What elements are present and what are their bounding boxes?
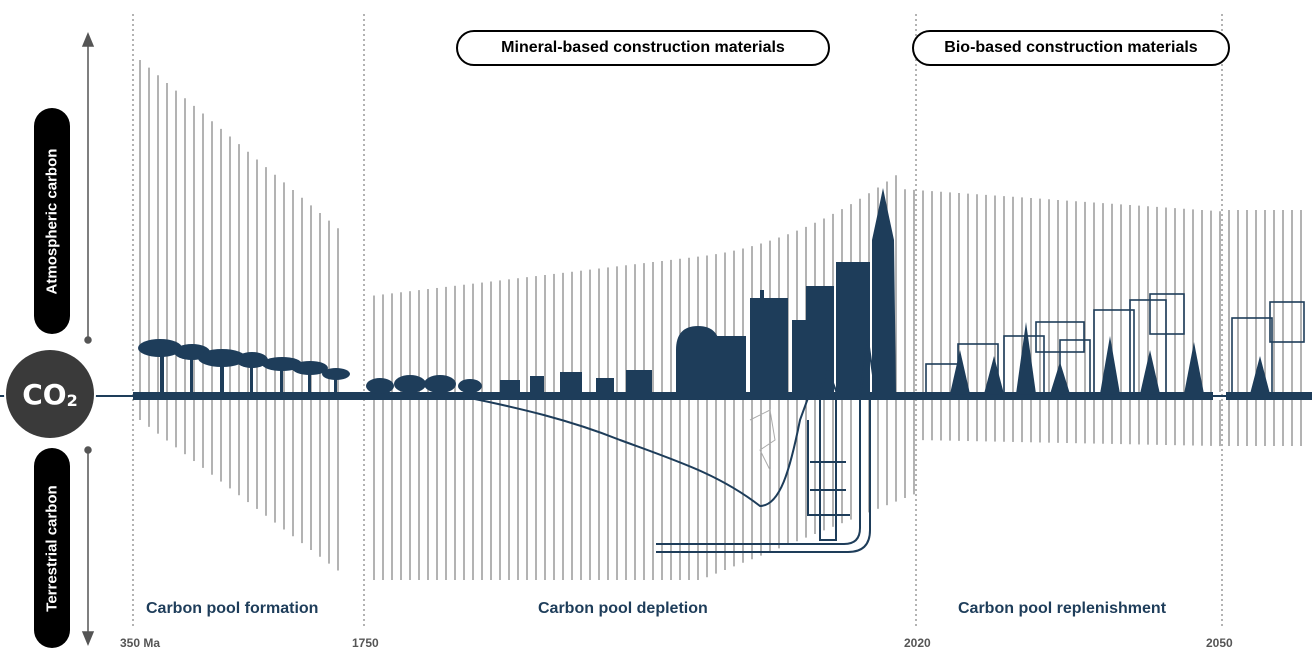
mineral-materials-text: Mineral-based construction materials [501, 39, 785, 56]
quarry-depletion-outline [459, 395, 809, 508]
timeline-2050: 2050 [1206, 636, 1233, 650]
era-dividers [132, 14, 1223, 628]
timeline-2020: 2020 [904, 636, 931, 650]
phase-formation-label: Carbon pool formation [146, 600, 319, 617]
oil-extraction-structures [656, 339, 877, 553]
bio-based-city-trees [950, 322, 1270, 394]
atmospheric-carbon-text: Atmospheric carbon [43, 148, 61, 294]
terrestrial-carbon-label: Terrestrial carbon [34, 448, 70, 648]
atmospheric-carbon-label: Atmospheric carbon [34, 108, 70, 334]
timeline-1750: 1750 [352, 636, 379, 650]
prehistoric-forest-silhouette [138, 339, 350, 395]
vertical-axis-arrow [81, 32, 95, 646]
ground-band-end [1226, 392, 1312, 400]
co2-subscript: 2 [66, 390, 78, 410]
mineral-materials-pill: Mineral-based construction materials [456, 30, 830, 66]
terrestrial-hatching [139, 400, 1302, 580]
phase-depletion-label: Carbon pool depletion [538, 600, 708, 617]
timeline-350ma: 350 Ma [120, 636, 161, 650]
bio-materials-pill: Bio-based construction materials [912, 30, 1230, 66]
bio-materials-text: Bio-based construction materials [944, 39, 1198, 56]
co2-text: CO [22, 377, 67, 411]
terrestrial-carbon-text: Terrestrial carbon [43, 484, 61, 612]
ground-band [133, 392, 1213, 400]
phase-replenishment-label: Carbon pool replenishment [958, 600, 1167, 617]
co2-badge: CO 2 [6, 350, 94, 438]
